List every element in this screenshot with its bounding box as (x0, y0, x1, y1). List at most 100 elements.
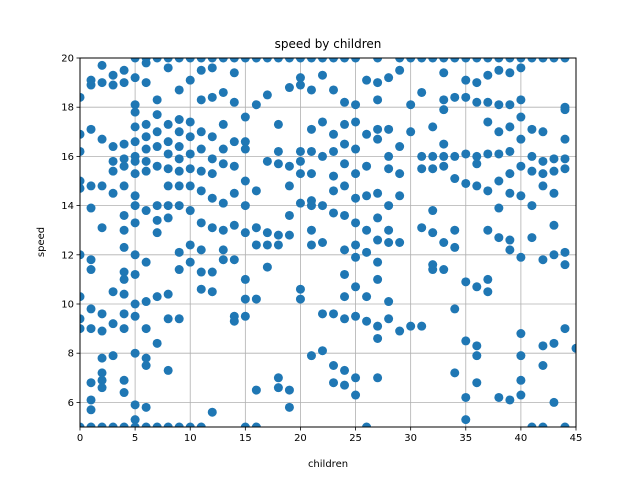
data-point (560, 164, 570, 174)
data-point (505, 395, 515, 405)
data-point (284, 230, 294, 240)
data-point (229, 97, 239, 107)
data-point (251, 223, 261, 233)
data-point (284, 58, 294, 63)
data-point (373, 321, 383, 331)
data-point (229, 220, 239, 230)
data-point (207, 63, 217, 73)
data-point (538, 156, 548, 166)
data-point (196, 186, 206, 196)
data-point (516, 63, 526, 73)
data-point (108, 188, 118, 198)
data-point (185, 75, 195, 85)
data-point (152, 127, 162, 137)
data-point (80, 129, 85, 139)
data-point (340, 58, 350, 63)
data-point (196, 127, 206, 137)
data-point (218, 119, 228, 129)
data-point (406, 127, 416, 137)
data-point (527, 422, 537, 427)
data-point (351, 58, 361, 63)
data-point (373, 333, 383, 343)
data-point (185, 240, 195, 250)
data-point (384, 238, 394, 247)
data-point (119, 309, 129, 319)
data-point (97, 78, 107, 88)
data-point (273, 146, 283, 156)
data-point (119, 78, 129, 88)
y-tick-label: 14 (61, 201, 74, 212)
data-point (340, 245, 350, 255)
y-tick-label: 10 (61, 300, 74, 311)
data-point (329, 378, 339, 388)
data-point (141, 324, 151, 334)
data-point (97, 134, 107, 144)
data-point (373, 257, 383, 267)
data-point (472, 282, 482, 292)
data-point (262, 90, 272, 100)
data-point (329, 186, 339, 196)
data-point (240, 311, 250, 321)
data-point (461, 392, 471, 402)
data-point (240, 176, 250, 186)
data-point (428, 122, 438, 132)
data-point (196, 144, 206, 154)
data-point (152, 95, 162, 105)
data-point (163, 119, 173, 129)
chart-title: speed by children (275, 37, 382, 51)
data-point (351, 144, 361, 154)
x-tick-label: 30 (404, 433, 417, 444)
data-point (384, 124, 394, 134)
data-point (130, 156, 140, 166)
data-point (163, 289, 173, 299)
data-point (174, 166, 184, 176)
data-point (384, 297, 394, 307)
data-point (538, 58, 548, 63)
x-tick-label: 5 (132, 433, 138, 444)
data-point (240, 422, 250, 427)
data-point (329, 171, 339, 181)
data-point (406, 321, 416, 331)
data-point (130, 250, 140, 260)
data-point (461, 149, 471, 159)
data-point (549, 220, 559, 230)
data-point (284, 385, 294, 395)
data-point (196, 422, 206, 427)
data-point (240, 58, 250, 63)
data-point (108, 156, 118, 166)
data-point (549, 166, 559, 176)
data-point (86, 405, 96, 415)
data-point (317, 58, 327, 63)
data-point (108, 422, 118, 427)
data-point (505, 68, 515, 78)
data-point (472, 159, 482, 169)
data-point (483, 186, 493, 196)
axis-ticks: 0 5 10 15 20 25 30 35 40 45 6 8 10 12 14 16 18 20 (61, 54, 582, 445)
data-point (351, 252, 361, 262)
data-point (395, 142, 405, 152)
data-point (273, 383, 283, 393)
data-point (505, 122, 515, 132)
data-point (483, 97, 493, 107)
data-point (351, 240, 361, 250)
data-point (351, 390, 361, 400)
data-point (97, 181, 107, 191)
data-point (428, 58, 438, 63)
data-point (119, 154, 129, 164)
data-point (439, 139, 449, 149)
data-point (80, 314, 85, 324)
data-point (516, 329, 526, 339)
data-point (185, 58, 195, 63)
data-point (461, 75, 471, 85)
data-point (163, 213, 173, 223)
data-point (306, 58, 316, 63)
x-tick-label: 25 (349, 433, 362, 444)
data-point (560, 247, 570, 257)
data-point (538, 181, 548, 191)
data-point (251, 58, 261, 63)
data-point (97, 309, 107, 319)
data-point (450, 58, 460, 63)
data-point (207, 132, 217, 142)
data-point (483, 70, 493, 80)
data-point (417, 87, 427, 97)
